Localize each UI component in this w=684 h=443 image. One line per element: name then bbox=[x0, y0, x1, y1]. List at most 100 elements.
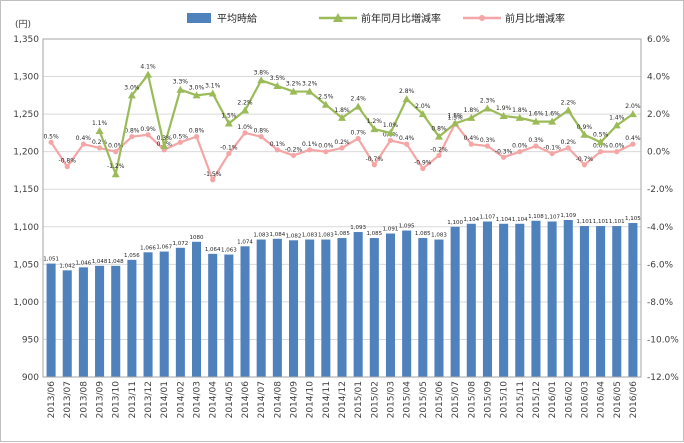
x-category-label: 2014/07 bbox=[257, 381, 267, 418]
point-value-label: -0.2% bbox=[430, 146, 448, 153]
y-right-tick-label: 4.0% bbox=[647, 73, 670, 83]
triangle-marker bbox=[580, 130, 589, 138]
legend-label: 前月比増減率 bbox=[505, 12, 565, 25]
bar bbox=[466, 223, 476, 377]
circle-marker bbox=[468, 141, 474, 147]
bar-value-label: 1,107 bbox=[544, 215, 560, 221]
plot-area-border bbox=[42, 38, 642, 378]
point-value-label: 1.6% bbox=[528, 111, 544, 118]
x-category-label: 2013/10 bbox=[112, 381, 122, 419]
x-category-label: 2016/03 bbox=[580, 381, 590, 418]
point-value-label: -0.1% bbox=[220, 145, 238, 152]
triangle-marker bbox=[305, 87, 314, 95]
point-value-label: 0.4% bbox=[464, 135, 480, 142]
y-right-tick-label: -10.0% bbox=[647, 335, 679, 345]
point-value-label: -0.1% bbox=[543, 145, 561, 152]
point-value-label: 0.5% bbox=[593, 131, 609, 138]
y-right-tick-label: -8.0% bbox=[647, 298, 674, 308]
point-value-label: 0.3% bbox=[157, 135, 173, 142]
bar-value-label: 1,064 bbox=[205, 247, 221, 253]
triangle-marker bbox=[531, 117, 540, 125]
y-right-tick-label: 2.0% bbox=[647, 110, 670, 120]
x-category-label: 2016/05 bbox=[613, 381, 623, 418]
bar-value-label: 1,085 bbox=[366, 231, 382, 237]
circle-marker bbox=[484, 143, 491, 149]
bar-value-label: 1080 bbox=[190, 235, 204, 241]
y-right-tick-label: 0.0% bbox=[647, 148, 670, 158]
circle-marker bbox=[64, 164, 70, 170]
triangle-marker bbox=[386, 128, 395, 136]
circle-marker bbox=[501, 154, 507, 160]
point-value-label: 2.2% bbox=[237, 99, 253, 106]
circle-marker bbox=[226, 150, 232, 157]
triangle-marker bbox=[483, 104, 492, 112]
bar bbox=[159, 251, 169, 377]
x-category-label: 2013/07 bbox=[63, 381, 73, 418]
point-value-label: 1.1% bbox=[92, 120, 108, 127]
bar bbox=[450, 226, 460, 377]
bar bbox=[78, 267, 88, 377]
triangle-marker bbox=[418, 110, 427, 118]
point-value-label: -0.3% bbox=[495, 148, 513, 155]
point-value-label: 0.8% bbox=[431, 126, 447, 133]
bar-value-label: 1,074 bbox=[237, 239, 253, 245]
point-value-label: 0.3% bbox=[480, 137, 496, 144]
bar-value-label: 1,083 bbox=[302, 233, 318, 239]
bar bbox=[175, 247, 185, 377]
y-right-tick-label: -2.0% bbox=[647, 185, 674, 195]
bar-value-label: 1,083 bbox=[318, 233, 334, 239]
x-category-label: 2015/11 bbox=[516, 381, 526, 418]
bar bbox=[208, 253, 218, 377]
bar bbox=[369, 238, 379, 377]
bar-value-label: 1,072 bbox=[173, 241, 189, 247]
point-value-label: 1.8% bbox=[464, 107, 480, 114]
triangle-marker bbox=[612, 121, 621, 129]
point-value-label: 1.9% bbox=[496, 105, 512, 112]
bar bbox=[515, 223, 525, 377]
point-value-label: 2.4% bbox=[351, 96, 367, 103]
circle-marker bbox=[387, 137, 394, 143]
bar-value-label: 1,108 bbox=[528, 214, 544, 220]
point-value-label: 0.8% bbox=[254, 128, 270, 135]
bar-value-label: 1,042 bbox=[59, 263, 75, 269]
triangle-marker bbox=[127, 91, 136, 99]
bar bbox=[143, 252, 153, 377]
bars-layer bbox=[46, 220, 638, 377]
x-category-label: 2013/08 bbox=[79, 381, 89, 419]
bar-value-label: 1,063 bbox=[221, 248, 237, 254]
point-value-label: 0.0% bbox=[593, 143, 609, 150]
triangle-marker bbox=[95, 127, 104, 135]
triangle-marker bbox=[548, 117, 557, 125]
x-category-label: 2015/06 bbox=[435, 381, 445, 419]
triangle-marker bbox=[402, 95, 411, 103]
bar bbox=[434, 239, 444, 377]
x-category-label: 2015/07 bbox=[451, 381, 461, 418]
point-value-label: 3.1% bbox=[205, 82, 221, 89]
point-value-label: 0.4% bbox=[625, 135, 641, 142]
point-value-label: 0.1% bbox=[270, 141, 286, 148]
point-value-label: 1.0% bbox=[383, 122, 399, 129]
bar bbox=[563, 220, 573, 377]
legend-swatch-circle bbox=[479, 15, 485, 21]
y-left-unit-label: (円) bbox=[15, 19, 31, 30]
bar-value-label: 1,048 bbox=[92, 259, 108, 265]
point-value-label: 1.6% bbox=[544, 111, 560, 118]
point-value-label: 2.5% bbox=[318, 94, 334, 101]
x-category-label: 2016/06 bbox=[629, 381, 639, 419]
triangle-marker bbox=[144, 70, 153, 78]
x-category-label: 2015/02 bbox=[370, 381, 380, 418]
point-value-label: 1.8% bbox=[512, 107, 528, 114]
bar bbox=[46, 263, 56, 377]
legend-layer: 平均時給 前年同月比増減率 前月比増減率 bbox=[187, 12, 565, 25]
bar bbox=[337, 238, 347, 377]
legend-swatch-triangle bbox=[333, 13, 343, 22]
x-category-label: 2015/12 bbox=[532, 381, 542, 418]
triangle-marker bbox=[564, 106, 573, 114]
x-category-label: 2014/04 bbox=[209, 381, 219, 419]
bar-value-label: 1,093 bbox=[350, 225, 366, 231]
triangle-marker bbox=[224, 119, 233, 127]
circle-marker bbox=[371, 162, 377, 168]
bar-value-label: 1,107 bbox=[480, 215, 496, 221]
point-value-label: 3.0% bbox=[189, 84, 205, 91]
